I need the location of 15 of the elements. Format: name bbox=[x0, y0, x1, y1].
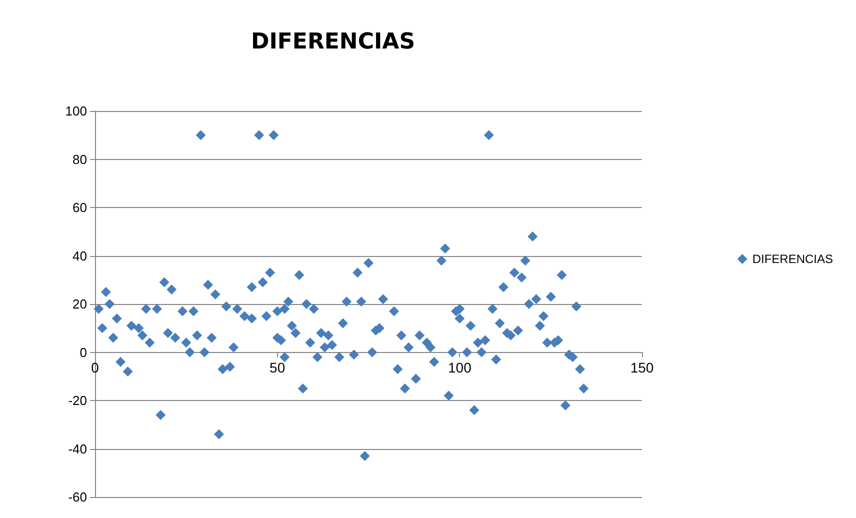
x-tick-label: 100 bbox=[448, 359, 472, 376]
y-tick-label: -60 bbox=[68, 490, 87, 504]
legend-label: DIFERENCIAS bbox=[752, 252, 834, 266]
y-tick-label: 60 bbox=[72, 200, 87, 215]
y-tick-label: 20 bbox=[72, 296, 87, 312]
y-tick-label: -20 bbox=[68, 393, 87, 408]
y-tick-label: 100 bbox=[65, 104, 87, 118]
y-tick-label: 80 bbox=[72, 152, 87, 167]
y-tick-label: -40 bbox=[68, 441, 87, 456]
y-tick-label: 40 bbox=[72, 248, 87, 264]
y-tick-label: 0 bbox=[80, 344, 87, 360]
x-tick-label: 150 bbox=[630, 359, 654, 376]
x-tick-label: 50 bbox=[270, 359, 286, 376]
chart-title: DIFERENCIAS bbox=[250, 30, 416, 54]
x-tick-label: 0 bbox=[91, 359, 100, 376]
